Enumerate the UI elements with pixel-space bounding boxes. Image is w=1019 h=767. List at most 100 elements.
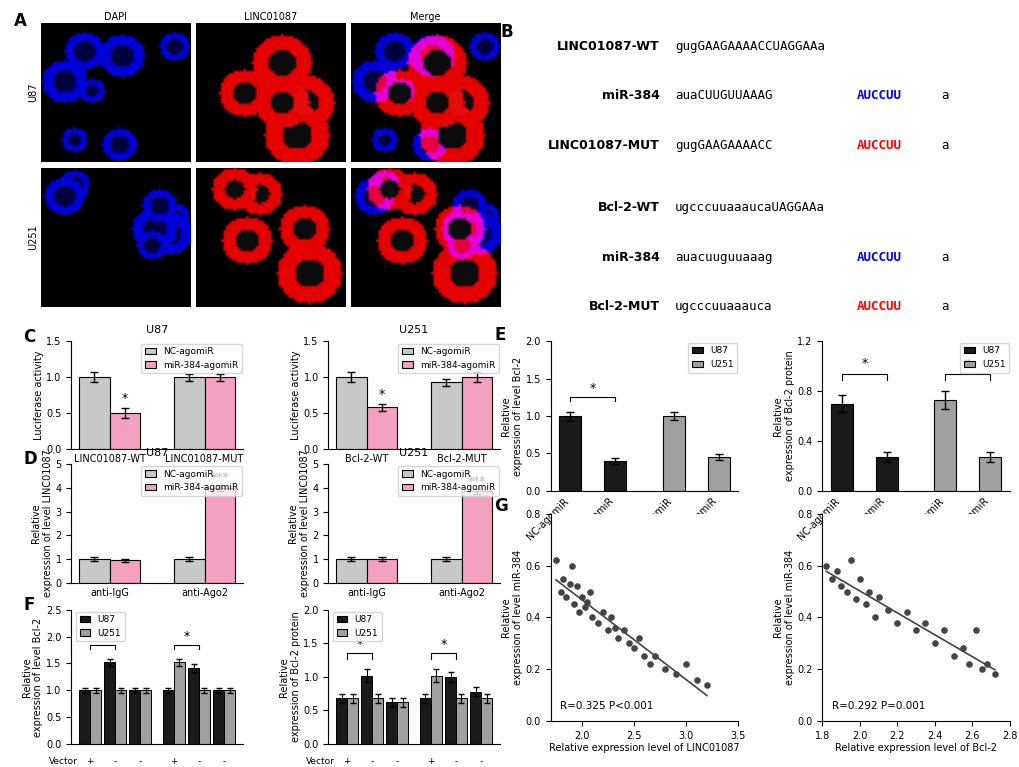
Bar xyxy=(933,400,956,491)
Point xyxy=(571,606,587,618)
Y-axis label: Relative
expression of Bcl-2 protein: Relative expression of Bcl-2 protein xyxy=(772,351,794,482)
Text: LINC01087-WT: LINC01087-WT xyxy=(556,40,659,53)
Text: C: C xyxy=(23,328,36,347)
Point xyxy=(851,572,867,584)
Text: -: - xyxy=(479,758,482,766)
Text: auaCUUGUUAAAG: auaCUUGUUAAAG xyxy=(675,89,771,102)
Bar xyxy=(470,692,481,744)
Title: U251: U251 xyxy=(399,448,428,458)
Point xyxy=(609,632,626,644)
Text: R=0.325 P<0.001: R=0.325 P<0.001 xyxy=(559,700,653,710)
Text: ugcccuuaaaucaUAGGAAa: ugcccuuaaaucaUAGGAAa xyxy=(675,201,824,214)
Bar xyxy=(224,690,234,744)
Text: +: + xyxy=(170,758,177,766)
Text: AUCCUU: AUCCUU xyxy=(856,89,901,102)
Y-axis label: Relative
expression of level LINC01087: Relative expression of level LINC01087 xyxy=(287,449,310,597)
Title: Merge: Merge xyxy=(410,12,440,22)
Bar xyxy=(978,457,1001,491)
Bar xyxy=(462,492,491,583)
Bar xyxy=(90,690,101,744)
Point xyxy=(560,578,577,590)
Text: R=0.292 P=0.001: R=0.292 P=0.001 xyxy=(832,700,924,710)
Legend: NC-agomiR, miR-384-agomiR: NC-agomiR, miR-384-agomiR xyxy=(397,344,498,374)
Bar xyxy=(455,698,467,744)
Bar xyxy=(109,561,140,583)
Point xyxy=(614,624,631,637)
Point xyxy=(935,624,952,637)
Point xyxy=(972,663,988,675)
Y-axis label: Relative
expression of level LINC01087: Relative expression of level LINC01087 xyxy=(31,449,53,597)
Point xyxy=(978,658,995,670)
Text: -: - xyxy=(139,758,142,766)
Legend: NC-agomiR, miR-384-agomiR: NC-agomiR, miR-384-agomiR xyxy=(397,466,498,496)
Text: gugGAAGAAAACCUAGGAAa: gugGAAGAAAACCUAGGAAa xyxy=(675,40,824,53)
Point xyxy=(678,658,694,670)
Bar xyxy=(875,457,897,491)
Y-axis label: Relative
expression of level Bcl-2: Relative expression of level Bcl-2 xyxy=(21,617,44,736)
Text: Vector: Vector xyxy=(49,758,77,766)
Bar xyxy=(707,457,729,491)
Legend: U87, U251: U87, U251 xyxy=(959,343,1008,373)
Point xyxy=(860,585,876,597)
Point xyxy=(574,591,590,603)
Bar xyxy=(336,698,346,744)
Point xyxy=(562,560,579,572)
Text: auacuuguuaaag: auacuuguuaaag xyxy=(675,251,771,264)
Point xyxy=(547,555,564,567)
Point xyxy=(554,572,571,584)
Point xyxy=(857,598,873,611)
Bar xyxy=(361,676,372,744)
Text: a: a xyxy=(940,139,948,152)
Title: LINC01087: LINC01087 xyxy=(244,12,297,22)
Title: U87: U87 xyxy=(146,325,168,335)
Point xyxy=(823,572,840,584)
Bar xyxy=(79,690,90,744)
Point xyxy=(926,637,943,650)
Bar xyxy=(205,488,234,583)
Text: miR-384: miR-384 xyxy=(601,89,659,102)
Point xyxy=(626,642,642,654)
Point xyxy=(869,591,886,603)
Bar xyxy=(336,377,366,449)
Text: E: E xyxy=(494,326,505,344)
Bar xyxy=(104,663,115,744)
Point xyxy=(954,642,970,654)
Point xyxy=(967,624,983,637)
Text: ***: *** xyxy=(468,476,485,486)
Point xyxy=(646,650,662,663)
Bar xyxy=(366,407,396,449)
Text: *: * xyxy=(589,382,595,395)
Text: +: + xyxy=(343,758,351,766)
Point xyxy=(584,611,600,624)
Point xyxy=(636,650,652,663)
Text: -: - xyxy=(113,758,117,766)
Text: -: - xyxy=(395,758,398,766)
Bar xyxy=(187,668,199,744)
Bar xyxy=(79,559,109,583)
Bar xyxy=(444,677,455,744)
Legend: U87, U251: U87, U251 xyxy=(688,343,737,373)
Bar xyxy=(129,690,141,744)
Point xyxy=(557,591,574,603)
Text: a: a xyxy=(940,300,948,313)
Text: *: * xyxy=(357,637,363,650)
Point xyxy=(602,611,619,624)
Text: -: - xyxy=(197,758,201,766)
Bar xyxy=(420,698,430,744)
Bar xyxy=(397,703,408,744)
Text: AUCCUU: AUCCUU xyxy=(856,251,901,264)
Point xyxy=(945,650,961,663)
Point xyxy=(847,593,863,605)
Point xyxy=(889,617,905,629)
Point xyxy=(960,658,976,670)
Text: ugcccuuaaauca: ugcccuuaaauca xyxy=(675,300,771,313)
Point xyxy=(594,606,610,618)
Y-axis label: U87: U87 xyxy=(28,83,38,102)
Bar xyxy=(336,559,366,583)
Y-axis label: Relative
expression of level Bcl-2: Relative expression of level Bcl-2 xyxy=(500,357,523,476)
Text: *: * xyxy=(440,637,446,650)
Text: A: A xyxy=(14,12,26,30)
Text: *: * xyxy=(100,630,106,643)
Text: ***: *** xyxy=(211,472,228,482)
Point xyxy=(656,663,673,675)
